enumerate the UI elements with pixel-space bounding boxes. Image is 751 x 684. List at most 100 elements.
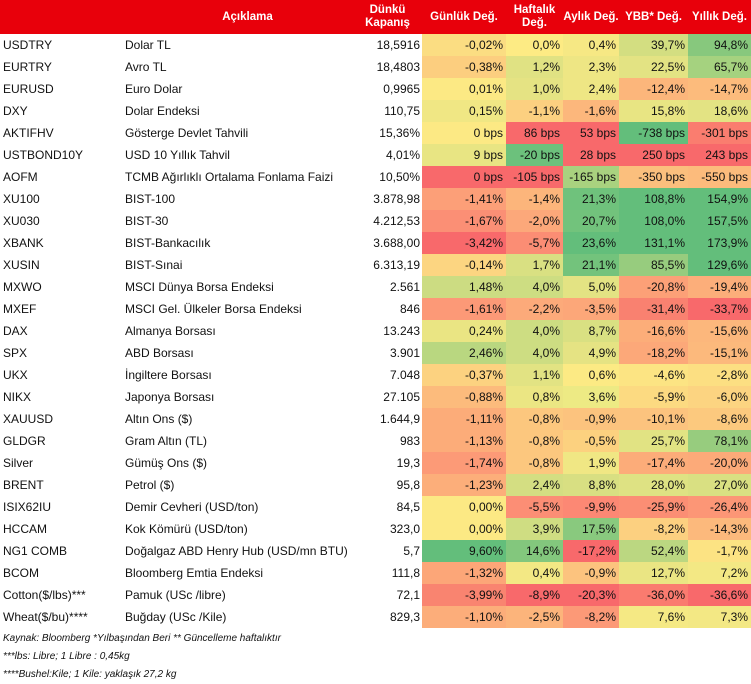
row-weekly-change: -2,5% <box>506 606 563 628</box>
row-code: XU100 <box>3 192 40 206</box>
header-monthly: Aylık Değ. <box>563 10 619 23</box>
row-daily-change: -3,42% <box>422 232 506 254</box>
row-weekly-change: 0,8% <box>506 386 563 408</box>
row-close: 84,5 <box>396 500 420 514</box>
row-ytd-change: 85,5% <box>619 254 688 276</box>
table-row: USTBOND10Y USD 10 Yıllık Tahvil 4,01% 9 bps… <box>0 144 751 166</box>
row-yearly-change: -20,0% <box>688 452 751 474</box>
row-description: Japonya Borsası <box>125 390 215 404</box>
row-monthly-change: 20,7% <box>563 210 619 232</box>
header-ytd: YBB* Değ. <box>625 10 682 23</box>
row-code: Cotton($/lbs)*** <box>3 588 86 602</box>
table-row: XUSIN BIST-Sınai 6.313,19 -0,14% 1,7% 21,1% 85… <box>0 254 751 276</box>
row-close: 13.243 <box>383 324 420 338</box>
row-daily-change: 0 bps <box>422 166 506 188</box>
footnote-libre: ***lbs: Libre; 1 Libre : 0,45kg <box>3 651 130 662</box>
row-weekly-change: 14,6% <box>506 540 563 562</box>
table-row: EURTRY Avro TL 18,4803 -0,38% 1,2% 2,3% 22,5% 6… <box>0 56 751 78</box>
row-daily-change: -0,14% <box>422 254 506 276</box>
row-daily-change: 1,48% <box>422 276 506 298</box>
row-ytd-change: -36,0% <box>619 584 688 606</box>
row-daily-change: 0,00% <box>422 496 506 518</box>
row-daily-change: -1,23% <box>422 474 506 496</box>
row-close: 15,36% <box>379 126 420 140</box>
row-close: 846 <box>399 302 420 316</box>
row-yearly-change: 154,9% <box>688 188 751 210</box>
row-description: Petrol ($) <box>125 478 175 492</box>
row-code: AKTIFHV <box>3 126 54 140</box>
row-description: Gösterge Devlet Tahvili <box>125 126 249 140</box>
row-code: NG1 COMB <box>3 544 68 558</box>
row-yearly-change: -36,6% <box>688 584 751 606</box>
row-close: 4.212,53 <box>373 214 420 228</box>
row-yearly-change: -301 bps <box>688 122 751 144</box>
row-monthly-change: 21,1% <box>563 254 619 276</box>
row-description: Gram Altın (TL) <box>125 434 208 448</box>
row-yearly-change: 18,6% <box>688 100 751 122</box>
row-daily-change: 0,15% <box>422 100 506 122</box>
row-close: 27.105 <box>383 390 420 404</box>
row-daily-change: -0,88% <box>422 386 506 408</box>
header-description: Açıklama <box>222 10 273 23</box>
row-daily-change: -1,10% <box>422 606 506 628</box>
row-monthly-change: 23,6% <box>563 232 619 254</box>
table-row: DXY Dolar Endeksi 110,75 0,15% -1,1% -1,6% 15,… <box>0 100 751 122</box>
row-description: Buğday (USc /Kile) <box>125 610 227 624</box>
row-monthly-change: 8,7% <box>563 320 619 342</box>
row-description: ABD Borsası <box>125 346 194 360</box>
table-row: BCOM Bloomberg Emtia Endeksi 111,8 -1,32% 0,… <box>0 562 751 584</box>
row-ytd-change: -31,4% <box>619 298 688 320</box>
row-yearly-change: 94,8% <box>688 34 751 56</box>
table-row: XU100 BIST-100 3.878,98 -1,41% -1,4% 21,3% 108… <box>0 188 751 210</box>
table-row: USDTRY Dolar TL 18,5916 -0,02% 0,0% 0,4% 39,7%… <box>0 34 751 56</box>
row-ytd-change: -350 bps <box>619 166 688 188</box>
row-monthly-change: 0,4% <box>563 34 619 56</box>
row-daily-change: -1,13% <box>422 430 506 452</box>
row-daily-change: 2,46% <box>422 342 506 364</box>
row-close: 72,1 <box>396 588 420 602</box>
row-yearly-change: -14,3% <box>688 518 751 540</box>
footnote-source: Kaynak: Bloomberg *Yılbaşından Beri ** G… <box>3 633 281 644</box>
row-description: MSCI Gel. Ülkeler Borsa Endeksi <box>125 302 302 316</box>
row-daily-change: -3,99% <box>422 584 506 606</box>
row-code: EURUSD <box>3 82 54 96</box>
table-row: Wheat($/bu)**** Buğday (USc /Kile) 829,3 -1… <box>0 606 751 628</box>
row-weekly-change: 1,1% <box>506 364 563 386</box>
row-monthly-change: 2,4% <box>563 78 619 100</box>
row-description: Demir Cevheri (USD/ton) <box>125 500 259 514</box>
row-ytd-change: -18,2% <box>619 342 688 364</box>
row-weekly-change: 4,0% <box>506 342 563 364</box>
row-daily-change: -0,38% <box>422 56 506 78</box>
table-row: MXEF MSCI Gel. Ülkeler Borsa Endeksi 846 -1… <box>0 298 751 320</box>
row-close: 5,7 <box>403 544 420 558</box>
row-code: GLDGR <box>3 434 46 448</box>
row-yearly-change: -33,7% <box>688 298 751 320</box>
row-yearly-change: -2,8% <box>688 364 751 386</box>
row-monthly-change: 1,9% <box>563 452 619 474</box>
row-code: UKX <box>3 368 28 382</box>
row-ytd-change: 52,4% <box>619 540 688 562</box>
table-row: HCCAM Kok Kömürü (USD/ton) 323,0 0,00% 3,9% 1… <box>0 518 751 540</box>
row-weekly-change: -8,9% <box>506 584 563 606</box>
row-description: Dolar Endeksi <box>125 104 200 118</box>
row-weekly-change: -1,1% <box>506 100 563 122</box>
row-monthly-change: -1,6% <box>563 100 619 122</box>
row-ytd-change: -25,9% <box>619 496 688 518</box>
row-code: Wheat($/bu)**** <box>3 610 88 624</box>
row-close: 3.901 <box>389 346 420 360</box>
row-weekly-change: -2,0% <box>506 210 563 232</box>
row-code: HCCAM <box>3 522 47 536</box>
row-close: 110,75 <box>384 104 420 118</box>
row-weekly-change: 1,2% <box>506 56 563 78</box>
row-ytd-change: 108,0% <box>619 210 688 232</box>
row-weekly-change: -0,8% <box>506 452 563 474</box>
row-weekly-change: 3,9% <box>506 518 563 540</box>
row-monthly-change: 2,3% <box>563 56 619 78</box>
row-weekly-change: -20 bps <box>506 144 563 166</box>
row-ytd-change: 7,6% <box>619 606 688 628</box>
table-body: USDTRY Dolar TL 18,5916 -0,02% 0,0% 0,4% 39,7%… <box>0 34 751 628</box>
row-close: 829,3 <box>389 610 420 624</box>
table-row: ISIX62IU Demir Cevheri (USD/ton) 84,5 0,00%… <box>0 496 751 518</box>
row-weekly-change: -5,7% <box>506 232 563 254</box>
row-monthly-change: 3,6% <box>563 386 619 408</box>
